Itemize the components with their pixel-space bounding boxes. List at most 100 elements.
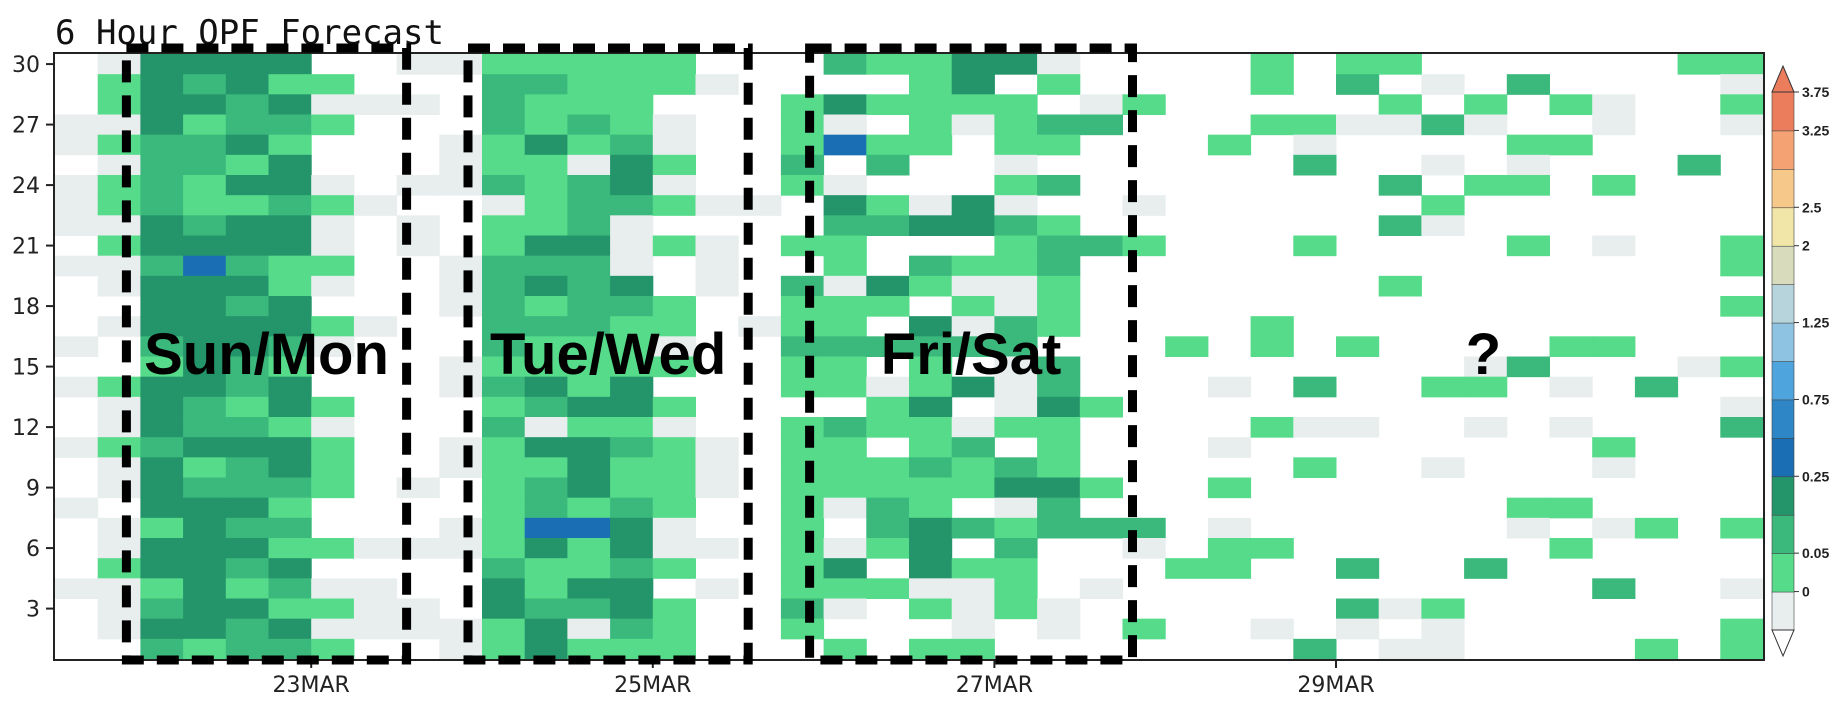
heatmap-cell [140,396,184,418]
heatmap-cell [1207,538,1252,559]
heatmap-cell [524,356,568,378]
heatmap-cell [610,134,654,156]
heatmap-cell [652,296,696,317]
heatmap-cell [610,538,654,559]
heatmap-cell [140,538,184,559]
heatmap-cell [524,114,568,136]
heatmap-cell [1634,376,1679,398]
heatmap-cell [823,296,867,317]
heatmap-cell [780,477,825,499]
heatmap-cell [97,54,141,75]
heatmap-cell [225,538,269,559]
heatmap-cell [225,316,269,337]
heatmap-cell [1293,114,1337,136]
heatmap-cell [183,255,227,277]
heatmap-cell [268,54,312,75]
heatmap-cell [183,74,227,95]
heatmap-cell [610,255,654,277]
heatmap-cell [994,195,1038,216]
heatmap-cell [951,437,995,458]
heatmap-cell [97,175,141,196]
annotation-label: Tue/Wed [490,322,726,387]
heatmap-cell [610,154,654,176]
heatmap-cell [652,114,696,136]
heatmap-cell [439,457,483,478]
heatmap-cell [695,235,739,257]
heatmap-cell [225,94,269,115]
heatmap-cell [482,154,526,176]
heatmap-cell [311,175,355,196]
heatmap-cell [311,638,355,660]
heatmap-cell [866,396,910,418]
x-tick-label: 27MAR [956,673,1033,698]
heatmap-cell [140,235,184,257]
heatmap-cell [1720,638,1764,660]
heatmap-cell [1592,457,1636,478]
heatmap-cell [610,497,654,519]
heatmap-cell [97,235,141,257]
heatmap-cell [909,638,953,660]
heatmap-cell [1506,235,1550,257]
heatmap-cell [140,638,184,660]
heatmap-cell [439,517,483,539]
heatmap-cell [482,376,526,398]
heatmap-cell [140,316,184,337]
heatmap-cell [140,558,184,579]
heatmap-cell [1037,54,1081,75]
heatmap-cell [353,195,398,216]
heatmap-cell [482,618,526,640]
heatmap-cell [866,154,910,176]
heatmap-cell [1464,417,1508,438]
heatmap-cell [1421,457,1465,478]
heatmap-cell [439,638,483,660]
heatmap-cell [994,235,1038,257]
heatmap-cell [1464,94,1508,115]
heatmap-cell [780,417,825,438]
heatmap-cell [482,235,526,257]
heatmap-cell [994,175,1038,196]
heatmap-cell [55,195,99,216]
heatmap-cell [183,437,227,458]
heatmap-cell [994,336,1038,357]
colorbar-bottom-arrow [1771,629,1795,658]
heatmap-cell [140,477,184,499]
x-tick-label: 23MAR [273,673,350,698]
heatmap-cell [225,638,269,660]
heatmap-cell [909,598,953,620]
heatmap-cell [524,558,568,579]
heatmap-cell [268,638,312,660]
heatmap-cell [1250,54,1294,75]
heatmap-cell [183,134,227,156]
x-tick-label: 29MAR [1297,673,1374,698]
heatmap-cell [780,457,825,478]
heatmap-cell [183,356,227,378]
heatmap-cell [994,558,1038,579]
heatmap-cell [97,114,141,136]
heatmap-cell [524,54,568,75]
heatmap-cell [567,578,611,599]
heatmap-cell [567,497,611,519]
heatmap-cell [866,477,910,499]
heatmap-cell [268,477,312,499]
heatmap-cell [652,396,696,418]
heatmap-cell [652,477,696,499]
heatmap-cell [652,598,696,620]
heatmap-cell [1464,356,1508,378]
heatmap-cell [55,376,99,398]
heatmap-cell [994,396,1038,418]
heatmap-cell [268,558,312,579]
heatmap-cell [1293,235,1337,257]
heatmap-cell [482,275,526,297]
annotation-box [121,43,412,665]
heatmap-cell [140,215,184,236]
heatmap-cell [652,638,696,660]
heatmap-cell [909,255,953,277]
heatmap-cell [55,578,99,599]
heatmap-cell [909,396,953,418]
heatmap-cell [823,497,867,519]
heatmap-cell [951,255,995,277]
heatmap-cell [567,417,611,438]
heatmap-cell [97,417,141,438]
heatmap-cell [567,154,611,176]
heatmap-cell [311,396,355,418]
